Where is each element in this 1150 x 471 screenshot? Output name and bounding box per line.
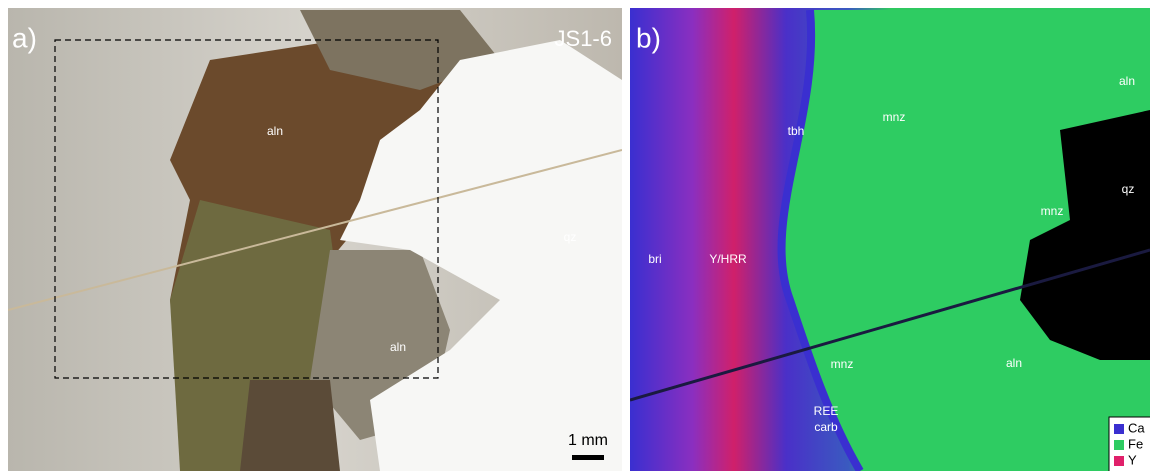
panel-b-image <box>630 8 1150 471</box>
mineral-label: carb <box>814 420 838 434</box>
mineral-label: tbh <box>788 124 805 138</box>
mineral-label: aln <box>1006 356 1022 370</box>
mineral-label: Y/HRR <box>709 252 747 266</box>
legend-label: Y <box>1128 452 1137 467</box>
mineral-label: aln <box>390 340 406 354</box>
legend-swatch <box>1114 456 1124 466</box>
mineral-label: mnz <box>831 357 854 371</box>
mineral-label: qz <box>564 230 577 244</box>
mineral-label: bri <box>648 252 661 266</box>
mineral-label: aln <box>1119 74 1135 88</box>
mineral-label: mnz <box>883 110 906 124</box>
mineral-label: aln <box>267 124 283 138</box>
legend-label: Ca <box>1128 420 1145 435</box>
panel-label: b) <box>636 22 661 53</box>
scale-bar-label: 1 mm <box>568 432 608 449</box>
panel-label: a) <box>12 22 37 53</box>
legend-swatch <box>1114 440 1124 450</box>
legend-swatch <box>1114 424 1124 434</box>
mineral-label: mnz <box>1041 204 1064 218</box>
mineral-label: qz <box>1122 182 1135 196</box>
mineral-label: REE <box>814 404 839 418</box>
panel-a-image <box>8 8 622 471</box>
legend-label: Fe <box>1128 436 1143 451</box>
sample-title: JS1-6 <box>555 26 612 51</box>
figure: a) JS1-6 aln qz aln 1 mm b) tbh mnz aln mnz qz bri Y/… <box>0 0 1150 471</box>
